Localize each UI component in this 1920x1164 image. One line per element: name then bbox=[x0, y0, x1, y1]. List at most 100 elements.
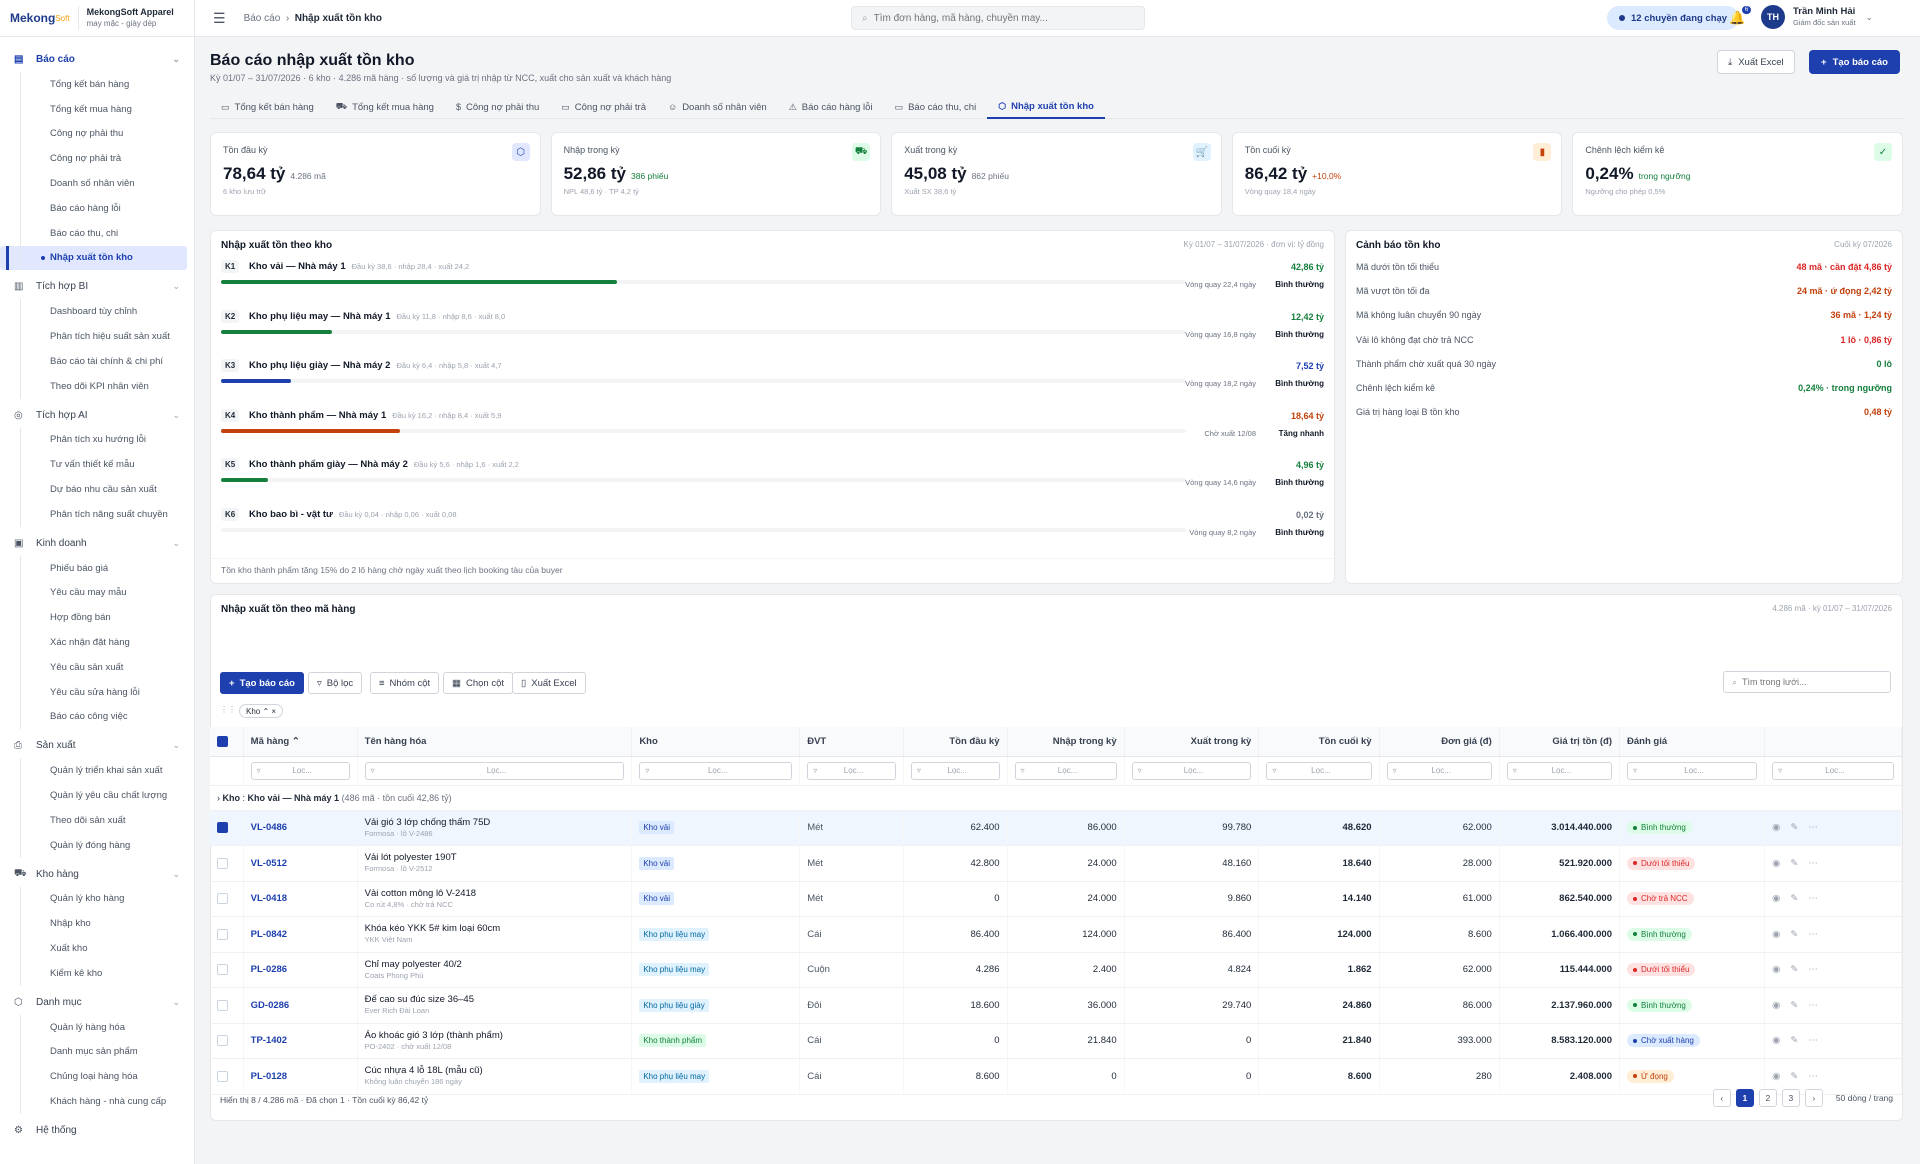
more-icon[interactable]: ⋯ bbox=[1808, 857, 1828, 869]
column-header[interactable]: Mã hàng ⌃ bbox=[243, 727, 358, 757]
tab-1[interactable]: ⛟ Tổng kết mua hàng bbox=[325, 95, 445, 119]
select-all-checkbox[interactable] bbox=[217, 735, 228, 747]
table-row[interactable]: VL-0486 Vải gió 3 lớp chống thấm 75D Formo… bbox=[210, 810, 1902, 846]
eye-icon[interactable]: ◉ bbox=[1772, 893, 1791, 905]
sidebar-item[interactable]: Xuất kho bbox=[0, 936, 194, 961]
row-checkbox[interactable] bbox=[217, 1035, 228, 1047]
tab-7[interactable]: ⬡ Nhập xuất tồn kho bbox=[987, 95, 1105, 119]
column-filter-input[interactable]: ▿ Lọc... bbox=[1772, 761, 1894, 780]
edit-icon[interactable]: ✎ bbox=[1790, 928, 1809, 940]
row-checkbox[interactable] bbox=[217, 928, 228, 940]
item-code-link[interactable]: VL-0486 bbox=[250, 822, 288, 834]
row-checkbox[interactable] bbox=[217, 893, 228, 905]
eye-icon[interactable]: ◉ bbox=[1772, 822, 1791, 834]
sidebar-item[interactable]: Quản lý hàng hóa bbox=[0, 1014, 194, 1040]
sidebar-item[interactable]: Quản lý triển khai sản xuất bbox=[0, 758, 194, 783]
sidebar-item[interactable]: Nhập kho bbox=[0, 911, 194, 936]
warehouse-row[interactable]: K2 Kho phụ liệu may — Nhà máy 1 Đầu kỳ 11,… bbox=[221, 309, 1324, 359]
sidebar-item[interactable]: Doanh số nhân viên bbox=[0, 171, 194, 196]
group-chip[interactable]: Kho ⌃ × bbox=[239, 704, 284, 718]
grid-create-report-button[interactable]: + Tạo báo cáo bbox=[220, 672, 304, 694]
alert-row[interactable]: Thành phẩm chờ xuất quá 30 ngày 0 lô bbox=[1356, 352, 1892, 376]
column-header[interactable]: Tên hàng hóa bbox=[357, 727, 633, 757]
row-checkbox[interactable] bbox=[217, 964, 228, 976]
sidebar-item[interactable]: Phân tích hiệu suất sản xuất bbox=[0, 324, 194, 349]
more-icon[interactable]: ⋯ bbox=[1808, 1070, 1828, 1082]
more-icon[interactable]: ⋯ bbox=[1808, 1035, 1828, 1047]
table-row[interactable]: VL-0418 Vải cotton mông lô V-2418 Co rút 4… bbox=[210, 881, 1902, 917]
sidebar-item[interactable]: Báo cáo hàng lỗi bbox=[0, 195, 194, 221]
column-filter-input[interactable]: ▿ Lọc... bbox=[1627, 761, 1758, 780]
column-header[interactable]: Tồn đầu kỳ bbox=[903, 727, 1008, 757]
column-header[interactable]: Đánh giá bbox=[1619, 727, 1766, 757]
item-code-link[interactable]: VL-0512 bbox=[250, 857, 288, 869]
warehouse-row[interactable]: K3 Kho phụ liệu giày — Nhà máy 2 Đầu kỳ 6,… bbox=[221, 359, 1324, 408]
column-filter-input[interactable]: ▿ Lọc... bbox=[1131, 761, 1252, 780]
alert-row[interactable]: Mã không luân chuyển 90 ngày 36 mã · 1,24… bbox=[1356, 303, 1892, 327]
sidebar-group-5[interactable]: ⛟ Kho hàng ⌄ bbox=[0, 862, 194, 887]
drag-handle-icon[interactable]: ⋮⋮ bbox=[220, 705, 236, 714]
grid-search-input[interactable] bbox=[1742, 677, 1883, 687]
sidebar-item[interactable]: Báo cáo tài chính & chi phí bbox=[0, 348, 194, 374]
sidebar-item[interactable]: Danh mục sản phẩm bbox=[0, 1039, 194, 1065]
create-report-button[interactable]: + Tạo báo cáo bbox=[1809, 50, 1900, 74]
sidebar-item[interactable]: Phiếu báo giá bbox=[0, 555, 194, 581]
table-row[interactable]: PL-0842 Khóa kéo YKK 5# kim loại 60cm YKK … bbox=[210, 916, 1902, 953]
eye-icon[interactable]: ◉ bbox=[1772, 1035, 1791, 1047]
column-filter-input[interactable]: ▿ Lọc... bbox=[364, 761, 625, 780]
column-header[interactable]: Nhập trong kỳ bbox=[1007, 727, 1125, 757]
column-header[interactable]: ĐVT bbox=[799, 727, 904, 757]
row-checkbox[interactable] bbox=[217, 822, 228, 834]
more-icon[interactable]: ⋯ bbox=[1808, 964, 1828, 976]
sidebar-item[interactable]: Dự báo nhu cầu sản xuất bbox=[0, 477, 194, 502]
tab-2[interactable]: $ Công nợ phải thu bbox=[445, 95, 550, 119]
sidebar-item[interactable]: Quản lý yêu cầu chất lượng bbox=[0, 783, 194, 808]
lines-running-pill[interactable]: 12 chuyền đang chạy bbox=[1607, 6, 1740, 30]
column-header[interactable]: Tồn cuối kỳ bbox=[1258, 727, 1380, 757]
edit-icon[interactable]: ✎ bbox=[1790, 964, 1809, 976]
page-button[interactable]: 3 bbox=[1781, 1089, 1800, 1107]
sidebar-item[interactable]: Xác nhận đặt hàng bbox=[0, 630, 194, 655]
sidebar-item[interactable]: Phân tích năng suất chuyền bbox=[0, 501, 194, 527]
group-row[interactable]: › Kho : Kho vải — Nhà máy 1 (486 mã · tồ… bbox=[210, 785, 1902, 811]
more-icon[interactable]: ⋯ bbox=[1808, 822, 1828, 834]
tab-6[interactable]: ▭ Báo cáo thu, chi bbox=[884, 95, 988, 119]
prev-page-button[interactable]: ‹ bbox=[1712, 1089, 1731, 1107]
per-page-select[interactable]: 50 dòng / trang bbox=[1835, 1093, 1893, 1103]
sidebar-group-3[interactable]: ▣ Kinh doanh ⌄ bbox=[0, 531, 194, 556]
sidebar-item[interactable]: Kiểm kê kho bbox=[0, 960, 194, 986]
edit-icon[interactable]: ✎ bbox=[1790, 999, 1809, 1011]
menu-icon[interactable]: ☰ bbox=[213, 9, 226, 26]
choose-columns-button[interactable]: ▦ Chọn cột bbox=[443, 672, 514, 694]
table-row[interactable]: GD-0286 Đế cao su đúc size 36–45 Ever Rich… bbox=[210, 987, 1902, 1024]
row-checkbox[interactable] bbox=[217, 999, 228, 1011]
tab-4[interactable]: ☺ Doanh số nhân viên bbox=[657, 95, 778, 119]
edit-icon[interactable]: ✎ bbox=[1790, 1070, 1809, 1082]
warehouse-row[interactable]: K4 Kho thành phẩm — Nhà máy 1 Đầu kỳ 16,2 … bbox=[221, 408, 1324, 458]
sidebar-item[interactable]: Theo dõi sản xuất bbox=[0, 807, 194, 833]
alert-row[interactable]: Mã dưới tồn tối thiểu 48 mã · cần đặt 4,8… bbox=[1356, 255, 1892, 279]
sidebar-item[interactable]: Công nợ phải trả bbox=[0, 146, 194, 171]
alert-row[interactable]: Chênh lệch kiểm kê 0,24% · trong ngưỡng bbox=[1356, 376, 1892, 400]
global-search-input[interactable] bbox=[873, 12, 1114, 24]
sidebar-item[interactable]: Chủng loại hàng hóa bbox=[0, 1064, 194, 1089]
sidebar-item[interactable]: Yêu cầu sửa hàng lỗi bbox=[0, 679, 194, 705]
column-filter-input[interactable]: ▿ Lọc... bbox=[250, 761, 350, 780]
warehouse-row[interactable]: K1 Kho vải — Nhà máy 1 Đầu kỳ 38,6 · nhập … bbox=[221, 260, 1324, 309]
sidebar-item[interactable]: Quản lý đóng hàng bbox=[0, 832, 194, 858]
page-button[interactable]: 2 bbox=[1758, 1089, 1777, 1107]
sidebar-item[interactable]: Quản lý kho hàng bbox=[0, 886, 194, 912]
sidebar-group-2[interactable]: ◎ Tích hợp AI ⌄ bbox=[0, 403, 194, 428]
sidebar-item[interactable]: Yêu cầu sản xuất bbox=[0, 654, 194, 680]
next-page-button[interactable]: › bbox=[1804, 1089, 1823, 1107]
sidebar-item[interactable]: Tổng kết bán hàng bbox=[0, 72, 194, 97]
edit-icon[interactable]: ✎ bbox=[1790, 857, 1809, 869]
table-row[interactable]: TP-1402 Áo khoác gió 3 lớp (thành phẩm) PO… bbox=[210, 1023, 1902, 1059]
column-filter-input[interactable]: ▿ Lọc... bbox=[910, 761, 1000, 780]
user-menu[interactable]: TH Trần Minh Hải Giám đốc sản xuất ⌄ bbox=[1761, 5, 1873, 29]
table-row[interactable]: PL-0286 Chỉ may polyester 40/2 Coats Phong… bbox=[210, 952, 1902, 988]
more-icon[interactable]: ⋯ bbox=[1808, 893, 1828, 905]
group-columns-button[interactable]: ≡ Nhóm cột bbox=[370, 672, 440, 694]
sidebar-group-6[interactable]: ⬡ Danh mục ⌄ bbox=[0, 990, 194, 1015]
sidebar-item[interactable]: Tư vấn thiết kế mẫu bbox=[0, 452, 194, 477]
